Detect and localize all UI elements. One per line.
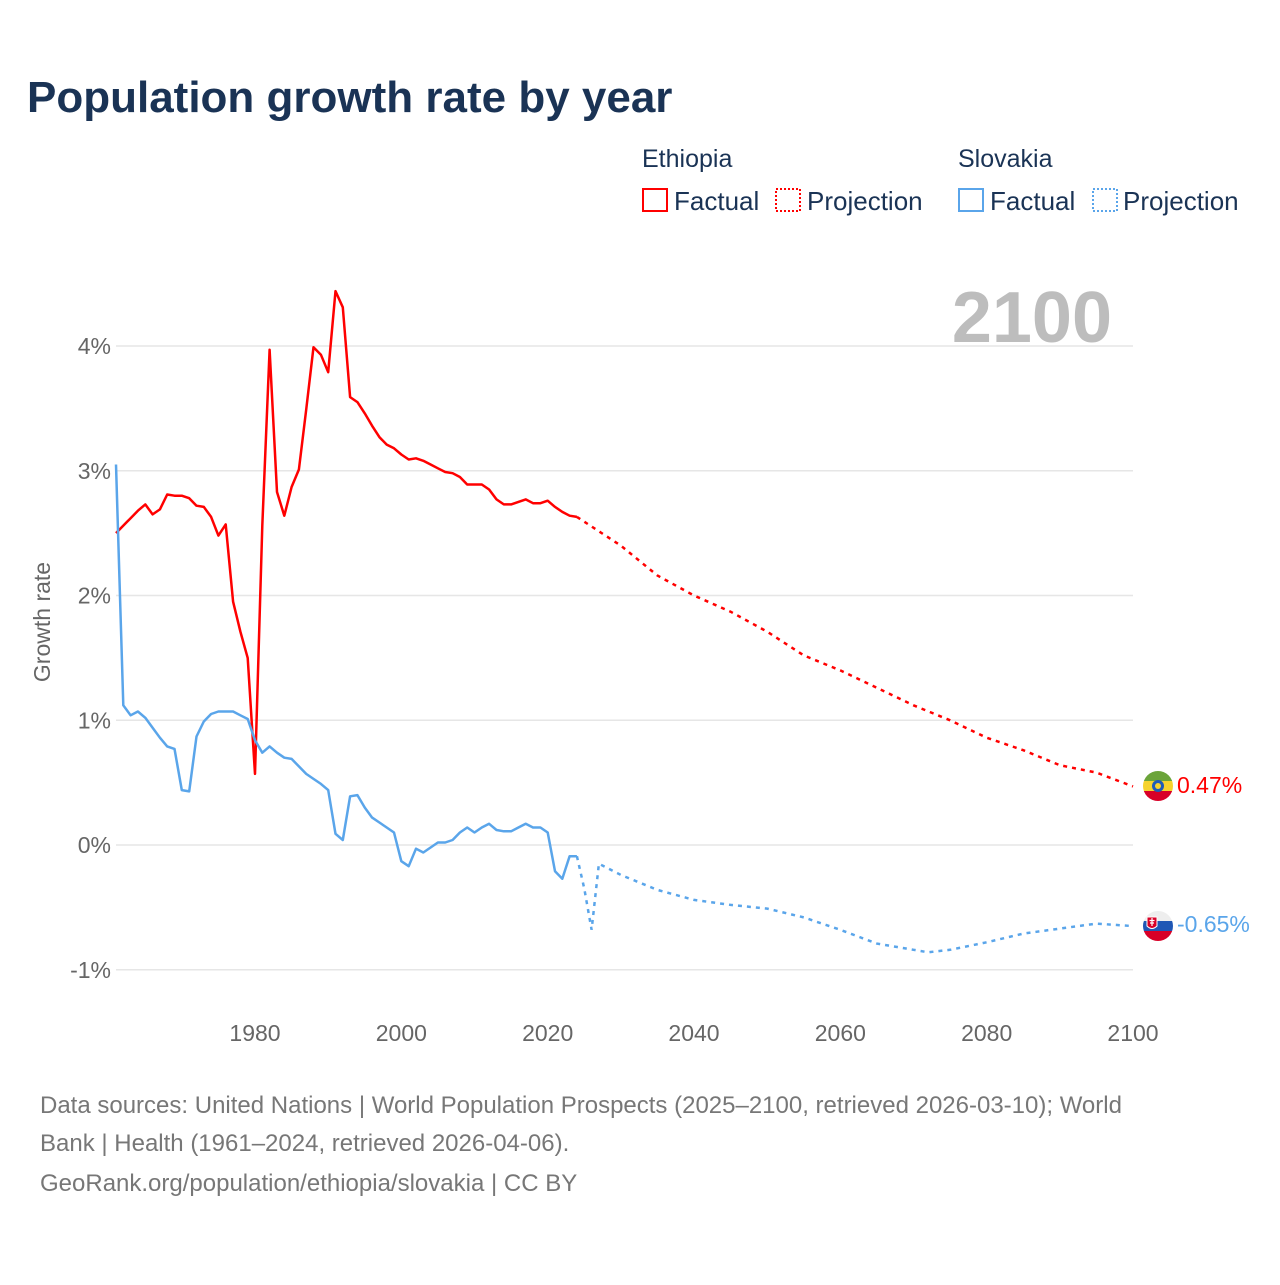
x-tick-label: 2060 [815,1020,866,1046]
series-lines [114,289,1134,954]
legend-ethiopia-projection[interactable]: Projection [807,186,923,216]
x-tick-label: 2020 [522,1020,573,1046]
ethiopia-projection-line [576,515,1134,788]
gridlines [116,345,1133,971]
y-axis-ticks: -1% 0% 1% 2% 3% 4% [70,333,111,983]
legend-ethiopia-factual[interactable]: Factual [674,186,759,216]
y-tick-label: 2% [78,583,111,609]
y-tick-label: -1% [70,957,111,983]
x-tick-label: 2100 [1107,1020,1158,1046]
y-tick-label: 4% [78,333,111,359]
y-tick-label: 3% [78,458,111,484]
chart-title: Population growth rate by year [27,73,672,122]
legend-group-slovakia: Slovakia [958,145,1053,173]
legend-swatch-ethiopia-factual [642,188,668,212]
slovakia-projection-line [575,855,1134,954]
legend-slovakia-projection[interactable]: Projection [1123,186,1239,216]
slovakia-end-value: -0.65% [1177,911,1250,937]
x-tick-label: 2080 [961,1020,1012,1046]
legend-swatch-ethiopia-projection [775,188,801,212]
x-tick-label: 1980 [229,1020,280,1046]
footer-sources-line1: Data sources: United Nations | World Pop… [40,1092,1122,1119]
legend-slovakia-factual[interactable]: Factual [990,186,1075,216]
x-axis-ticks: 1980 2000 2020 2040 2060 2080 2100 [229,1020,1158,1046]
slovakia-factual-line [114,464,577,880]
legend-group-ethiopia: Ethiopia [642,145,732,173]
slovakia-flag-icon [1143,911,1173,941]
y-tick-label: 0% [78,832,111,858]
legend-swatch-slovakia-factual [958,188,984,212]
ethiopia-flag-icon [1143,771,1173,801]
y-axis-label: Growth rate [29,562,55,682]
legend-swatch-slovakia-projection [1092,188,1118,212]
x-tick-label: 2040 [668,1020,719,1046]
ethiopia-end-value: 0.47% [1177,772,1242,798]
x-tick-label: 2000 [376,1020,427,1046]
y-tick-label: 1% [78,707,111,733]
ethiopia-factual-line [115,289,578,776]
current-year-label: 2100 [952,278,1112,358]
footer-attribution-link[interactable]: GeoRank.org/population/ethiopia/slovakia… [40,1170,577,1197]
legend: Ethiopia Factual Projection Slovakia Fac… [642,145,1239,216]
footer-sources-line2: Bank | Health (1961–2024, retrieved 2026… [40,1130,569,1157]
